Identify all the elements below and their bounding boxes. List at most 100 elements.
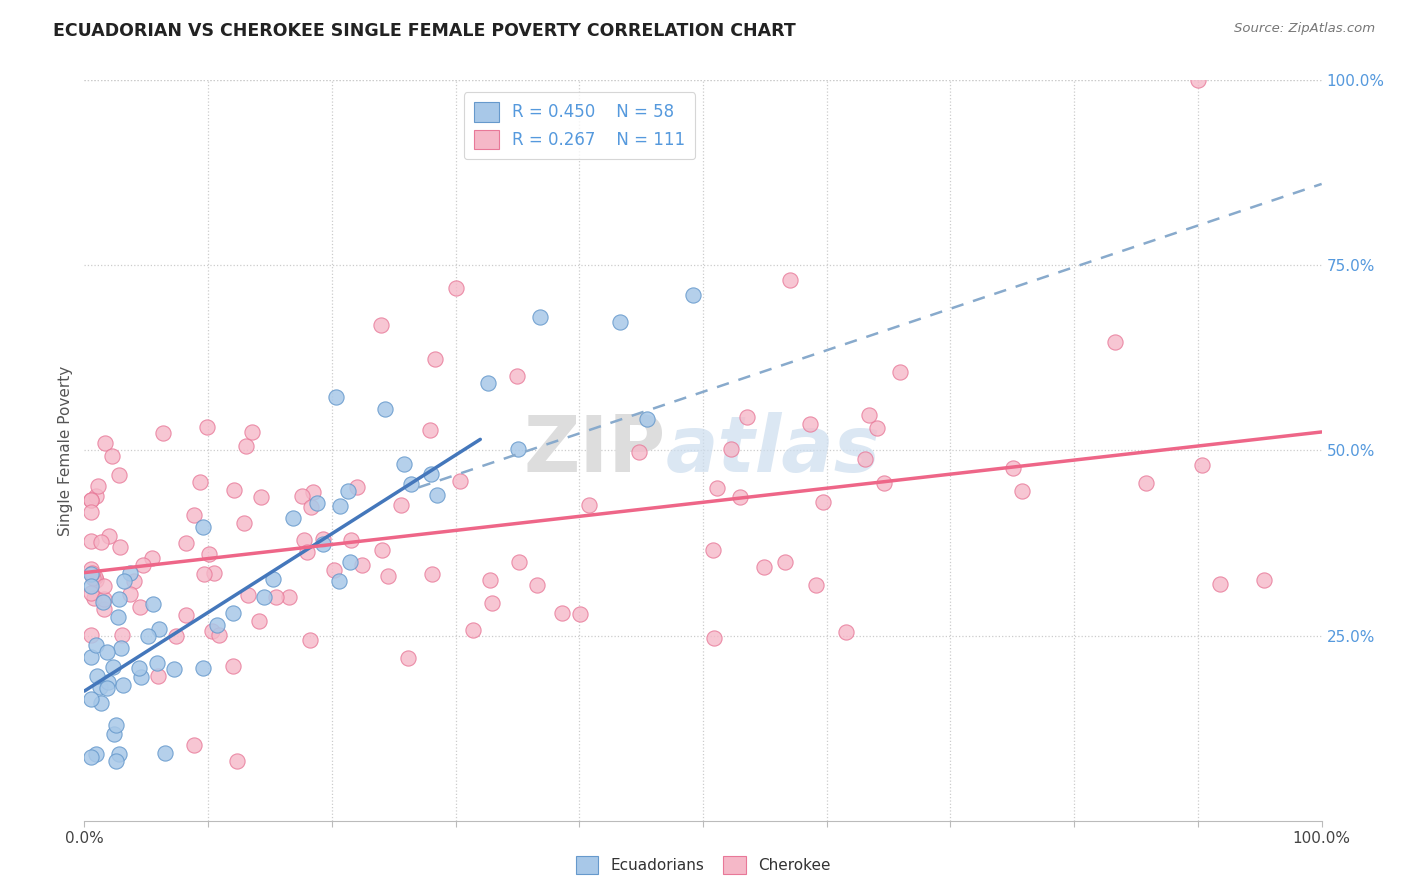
- Point: [811, 495, 834, 509]
- Point: [79, 650, 101, 665]
- Point: [236, 588, 259, 602]
- Point: [291, 489, 314, 503]
- Point: [323, 563, 346, 577]
- Point: [340, 533, 363, 547]
- Point: [183, 738, 205, 752]
- Point: [337, 483, 360, 498]
- Point: [339, 555, 361, 569]
- Point: [295, 545, 318, 559]
- Point: [146, 669, 169, 683]
- Point: [283, 511, 305, 525]
- Point: [328, 574, 350, 588]
- Point: [93, 592, 115, 607]
- Point: [449, 475, 471, 489]
- Point: [128, 661, 150, 675]
- Text: atlas: atlas: [666, 412, 882, 489]
- Point: [122, 574, 145, 589]
- Point: [91, 595, 114, 609]
- Point: [240, 425, 263, 439]
- Point: [79, 533, 101, 548]
- Point: [1187, 73, 1209, 87]
- Point: [183, 508, 205, 522]
- Point: [526, 577, 548, 591]
- Point: [278, 590, 301, 604]
- Point: [419, 423, 441, 437]
- Point: [86, 669, 108, 683]
- Point: [253, 590, 276, 604]
- Point: [609, 315, 631, 329]
- Point: [79, 566, 101, 581]
- Point: [479, 573, 502, 587]
- Point: [83, 591, 105, 605]
- Point: [264, 590, 287, 604]
- Point: [636, 412, 658, 426]
- Point: [506, 442, 529, 457]
- Point: [1011, 483, 1033, 498]
- Y-axis label: Single Female Poverty: Single Female Poverty: [58, 366, 73, 535]
- Point: [84, 489, 107, 503]
- Point: [702, 542, 724, 557]
- Point: [79, 505, 101, 519]
- Point: [578, 498, 600, 512]
- Point: [89, 680, 111, 694]
- Point: [389, 498, 412, 512]
- Point: [396, 650, 419, 665]
- Point: [142, 597, 165, 611]
- Point: [222, 659, 245, 673]
- Point: [118, 566, 141, 581]
- Point: [90, 696, 112, 710]
- Point: [804, 578, 827, 592]
- Point: [191, 519, 214, 533]
- Point: [735, 410, 758, 425]
- Point: [377, 569, 399, 583]
- Point: [312, 532, 335, 546]
- Legend: Ecuadorians, Cherokee: Ecuadorians, Cherokee: [569, 850, 837, 880]
- Point: [728, 490, 751, 504]
- Point: [79, 492, 101, 507]
- Point: [79, 579, 101, 593]
- Point: [370, 318, 392, 332]
- Point: [105, 718, 128, 732]
- Point: [148, 623, 170, 637]
- Point: [176, 608, 198, 623]
- Point: [508, 555, 530, 569]
- Point: [111, 678, 134, 692]
- Point: [329, 500, 352, 514]
- Point: [401, 476, 423, 491]
- Point: [374, 402, 396, 417]
- Point: [188, 475, 211, 489]
- Point: [84, 747, 107, 762]
- Point: [325, 390, 347, 404]
- Point: [195, 420, 218, 434]
- Point: [352, 558, 374, 572]
- Point: [858, 409, 880, 423]
- Point: [1208, 576, 1230, 591]
- Point: [103, 727, 125, 741]
- Point: [302, 484, 325, 499]
- Point: [222, 483, 245, 498]
- Point: [477, 376, 499, 390]
- Point: [131, 558, 153, 572]
- Point: [346, 480, 368, 494]
- Point: [1253, 574, 1275, 588]
- Point: [299, 500, 322, 514]
- Point: [84, 573, 107, 587]
- Point: [193, 661, 215, 675]
- Point: [720, 442, 742, 457]
- Point: [752, 560, 775, 574]
- Point: [551, 606, 574, 620]
- Point: [420, 566, 443, 581]
- Point: [202, 566, 225, 580]
- Point: [889, 365, 911, 379]
- Point: [866, 421, 889, 435]
- Point: [163, 662, 186, 676]
- Point: [87, 478, 110, 492]
- Point: [79, 586, 101, 600]
- Point: [394, 458, 416, 472]
- Point: [247, 614, 270, 628]
- Point: [569, 607, 592, 621]
- Point: [529, 310, 551, 324]
- Point: [205, 617, 228, 632]
- Point: [79, 562, 101, 576]
- Text: ZIP: ZIP: [523, 412, 666, 489]
